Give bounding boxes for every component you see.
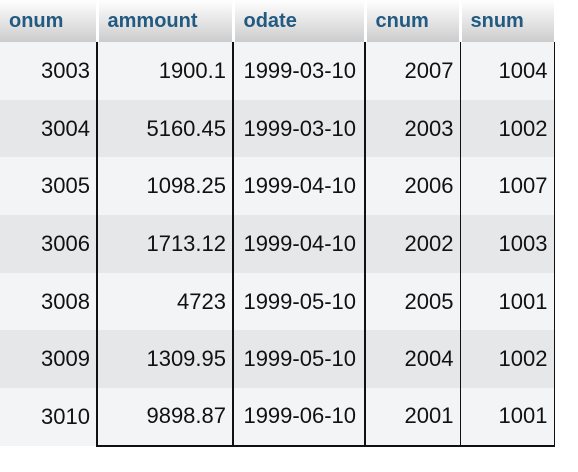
- cell-snum: 1007: [460, 157, 555, 216]
- column-header-onum[interactable]: onum: [0, 0, 99, 42]
- cell-ammount: 4723: [97, 272, 234, 331]
- cell-ammount: 1098.25: [97, 157, 234, 216]
- cell-odate: 1999-06-10: [233, 388, 366, 447]
- cell-snum: 1004: [460, 42, 555, 100]
- cell-odate: 1999-03-10: [233, 42, 366, 100]
- cell-cnum: 2003: [365, 99, 461, 158]
- cell-odate: 1999-04-10: [233, 215, 366, 273]
- table-row[interactable]: 3003 1900.1 1999-03-10 2007 1004: [0, 42, 555, 100]
- cell-onum: 3009: [0, 330, 98, 389]
- cell-snum: 1002: [460, 99, 555, 158]
- cell-onum: 3010: [0, 388, 98, 446]
- cell-ammount: 9898.87: [97, 388, 234, 447]
- cell-snum: 1003: [460, 215, 555, 273]
- header-row: onum ammount odate cnum snum: [0, 0, 554, 42]
- cell-ammount: 1309.95: [97, 330, 234, 389]
- cell-odate: 1999-05-10: [233, 330, 366, 389]
- table-row[interactable]: 3006 1713.12 1999-04-10 2002 1003: [0, 215, 555, 273]
- column-header-snum[interactable]: snum: [460, 0, 554, 42]
- cell-snum: 1001: [460, 388, 555, 447]
- table-row[interactable]: 3010 9898.87 1999-06-10 2001 1001: [0, 388, 555, 447]
- cell-onum: 3003: [0, 42, 98, 100]
- cell-odate: 1999-03-10: [233, 99, 366, 158]
- cell-snum: 1001: [460, 272, 555, 331]
- cell-odate: 1999-05-10: [233, 272, 366, 331]
- cell-cnum: 2005: [365, 272, 461, 331]
- column-header-cnum[interactable]: cnum: [365, 0, 462, 42]
- cell-onum: 3004: [0, 99, 98, 158]
- cell-cnum: 2001: [365, 388, 461, 447]
- cell-cnum: 2006: [365, 157, 461, 216]
- table-row[interactable]: 3004 5160.45 1999-03-10 2003 1002: [0, 99, 555, 158]
- table-header: onum ammount odate cnum snum: [0, 0, 554, 42]
- cell-ammount: 5160.45: [97, 99, 234, 158]
- cell-onum: 3008: [0, 272, 98, 331]
- cell-cnum: 2002: [365, 215, 461, 273]
- cell-ammount: 1900.1: [97, 42, 234, 100]
- cell-ammount: 1713.12: [97, 215, 234, 273]
- cell-cnum: 2004: [365, 330, 461, 389]
- column-header-ammount[interactable]: ammount: [97, 0, 235, 42]
- table-row[interactable]: 3005 1098.25 1999-04-10 2006 1007: [0, 157, 555, 216]
- table-row[interactable]: 3008 4723 1999-05-10 2005 1001: [0, 272, 555, 331]
- cell-snum: 1002: [460, 330, 555, 389]
- table-body: 3003 1900.1 1999-03-10 2007 1004 3004 5160.45 1…: [0, 42, 555, 447]
- cell-onum: 3006: [0, 215, 98, 273]
- results-table: onum ammount odate cnum snum 3003 1900.1 1…: [0, 0, 555, 447]
- column-header-odate[interactable]: odate: [233, 0, 367, 42]
- table-row[interactable]: 3009 1309.95 1999-05-10 2004 1002: [0, 330, 555, 389]
- cell-odate: 1999-04-10: [233, 157, 366, 216]
- cell-onum: 3005: [0, 157, 98, 216]
- cell-cnum: 2007: [365, 42, 461, 100]
